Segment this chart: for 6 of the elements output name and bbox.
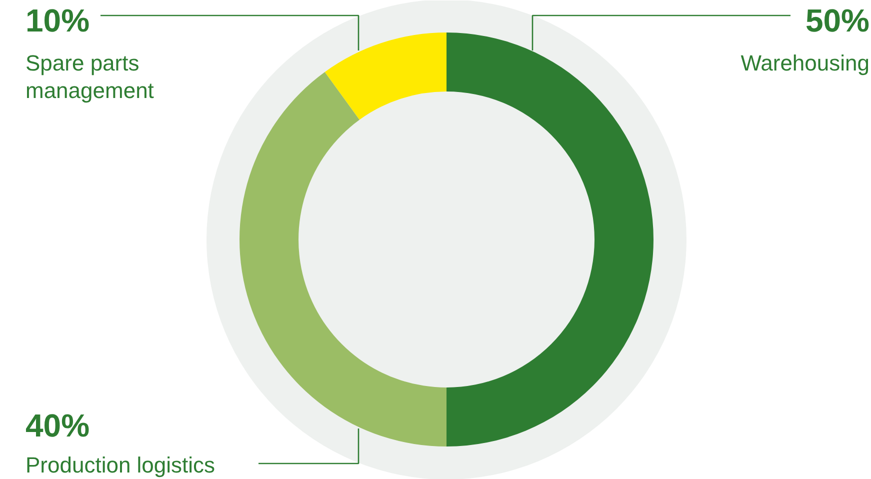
slice-label: Production logistics [26, 452, 216, 478]
slice-label: Spare parts management [26, 50, 154, 103]
data-label: 50% [805, 2, 870, 38]
data-label: 10% [26, 2, 90, 38]
slice-label: Warehousing [740, 50, 870, 76]
data-label: 40% [26, 408, 90, 444]
